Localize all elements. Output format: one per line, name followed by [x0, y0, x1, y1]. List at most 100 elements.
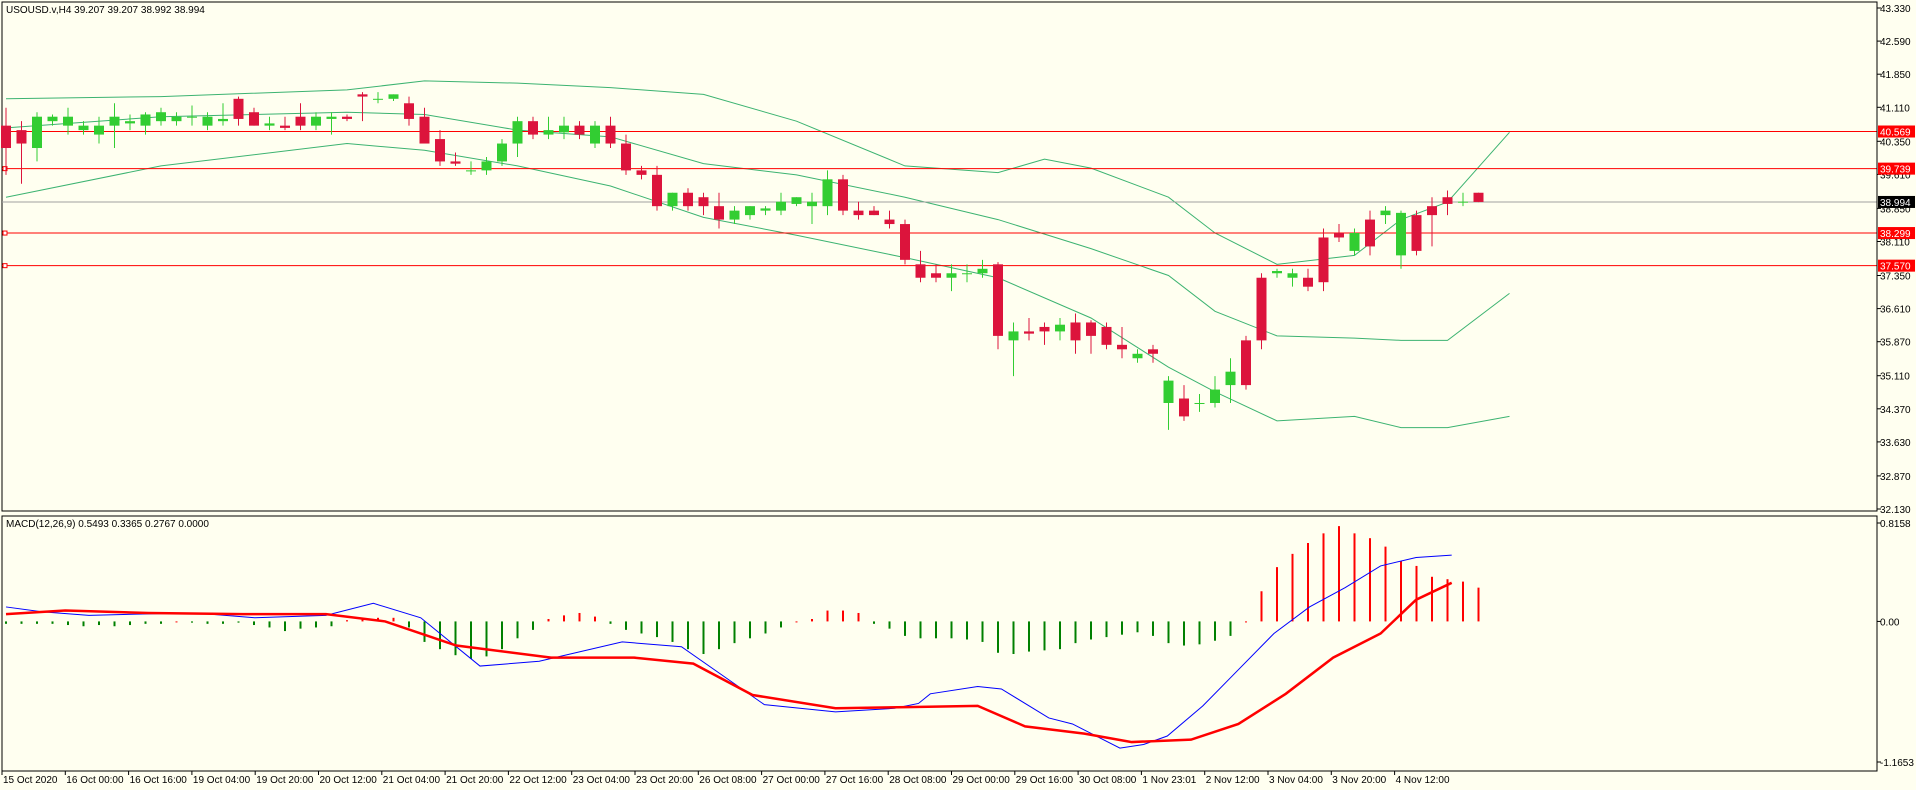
price-axis[interactable]: 43.330 42.590 41.850 41.110 40.350 39.610 38.8…: [1876, 2, 1911, 516]
candle-body: [714, 206, 724, 220]
time-tick-label: 28 Oct 08:00: [889, 775, 947, 786]
bull-candle: [822, 170, 833, 216]
time-tick-label: 26 Oct 08:00: [699, 775, 757, 786]
price-tick-label: 38.850: [1880, 204, 1911, 215]
level-badge-label: 39.739: [1880, 165, 1911, 176]
bear-candle: [621, 134, 631, 175]
macd-axis[interactable]: 0.8158 0.00 -1.1653: [1876, 516, 1914, 771]
bull-candle: [202, 112, 213, 131]
bull-candle: [1349, 228, 1360, 256]
bear-candle: [1070, 313, 1081, 354]
bear-candle: [574, 121, 585, 140]
candle-body: [109, 116, 120, 126]
candle-body: [528, 121, 538, 135]
bull-candle: [1008, 322, 1019, 377]
level-handle[interactable]: [2, 166, 8, 172]
candle-body: [977, 268, 988, 274]
main-price-pane[interactable]: USOUSD.v,H4 39.207 39.207 38.992 38.994: [1, 1, 1878, 512]
horizontal-levels[interactable]: [2, 129, 1877, 269]
candle-body: [125, 121, 135, 124]
bull-candle: [1225, 358, 1236, 403]
candle-body: [822, 179, 833, 207]
bear-candle: [1, 107, 11, 175]
bear-candle: [16, 121, 27, 184]
candle-body: [605, 125, 616, 144]
candle-body: [1334, 233, 1344, 238]
bear-candle: [1148, 344, 1158, 363]
current-price-badge: [1878, 195, 1915, 208]
bear-candle: [1117, 326, 1127, 359]
candle-body: [202, 116, 213, 126]
price-tick-label: 43.330: [1880, 4, 1911, 15]
candle-body: [326, 116, 337, 119]
current-price-label: 38.994: [1880, 198, 1911, 209]
candle-body: [698, 197, 709, 207]
bear-candle: [1241, 335, 1251, 390]
level-handle[interactable]: [2, 230, 8, 236]
candle-body: [94, 125, 104, 135]
price-tick-label: 37.350: [1880, 271, 1911, 282]
bear-candle: [1101, 322, 1112, 350]
bear-candle: [698, 192, 709, 216]
candle-body: [16, 130, 27, 144]
candle-body: [791, 197, 802, 204]
bull-candle: [962, 264, 972, 283]
candle-body: [1055, 324, 1065, 332]
candle-body: [32, 116, 42, 149]
candle-body: [1024, 331, 1034, 334]
bear-candle: [931, 264, 941, 283]
candle-body: [481, 161, 492, 171]
candle-body: [931, 273, 941, 278]
candle-body: [1256, 277, 1267, 341]
level-handle[interactable]: [2, 263, 8, 269]
candle-body: [1287, 273, 1298, 278]
bear-candle: [1442, 190, 1453, 216]
bull-candle: [388, 94, 399, 102]
macd-pane[interactable]: MACD(12,26,9) 0.5493 0.3365 0.2767 0.000…: [1, 515, 1878, 772]
time-tick-label: 21 Oct 20:00: [446, 775, 504, 786]
candle-body: [1318, 237, 1329, 283]
time-tick-label: 3 Nov 20:00: [1332, 775, 1386, 786]
macd-info: MACD(12,26,9) 0.5493 0.3365 0.2767 0.000…: [6, 519, 209, 530]
level-badge-label: 40.569: [1880, 128, 1911, 139]
bull-candle: [63, 107, 73, 135]
candle-body: [450, 161, 461, 164]
candle-body: [1008, 331, 1019, 341]
bear-candle: [435, 130, 445, 166]
bull-candle: [1380, 206, 1391, 225]
price-tick-label: 41.850: [1880, 70, 1911, 81]
bull-candle: [326, 112, 337, 135]
time-tick-label: 27 Oct 16:00: [826, 775, 884, 786]
candle-body: [667, 192, 678, 207]
candle-body: [1303, 277, 1313, 287]
bear-candle: [450, 152, 461, 166]
time-tick-label: 23 Oct 20:00: [636, 775, 694, 786]
candle-body: [869, 210, 879, 216]
candle-body: [1132, 353, 1143, 359]
bull-candle: [94, 116, 104, 144]
bear-candle: [1334, 224, 1344, 242]
bull-candle: [977, 259, 988, 278]
time-tick-label: 29 Oct 16:00: [1016, 775, 1074, 786]
bear-candle: [280, 116, 290, 131]
candle-body: [1272, 271, 1282, 274]
bull-candle: [559, 116, 569, 140]
candle-body: [683, 192, 693, 207]
price-tick-label: 34.370: [1880, 405, 1911, 416]
bear-candle: [249, 107, 259, 126]
price-tick-label: 41.110: [1880, 103, 1910, 114]
bull-candle: [667, 192, 678, 211]
bear-candle: [1318, 228, 1329, 292]
bear-candle: [652, 165, 662, 211]
time-axis[interactable]: 15 Oct 2020 16 Oct 00:00 16 Oct 16:00 19 Oc…: [1, 770, 1877, 786]
candle-body: [1225, 371, 1236, 386]
candle-body: [1380, 210, 1391, 216]
time-tick-label: 20 Oct 12:00: [320, 775, 378, 786]
candle-body: [1117, 344, 1127, 350]
time-tick-label: 19 Oct 04:00: [193, 775, 251, 786]
candle-body: [838, 179, 848, 211]
bear-candle: [993, 262, 1003, 350]
bear-candle: [1256, 273, 1267, 350]
